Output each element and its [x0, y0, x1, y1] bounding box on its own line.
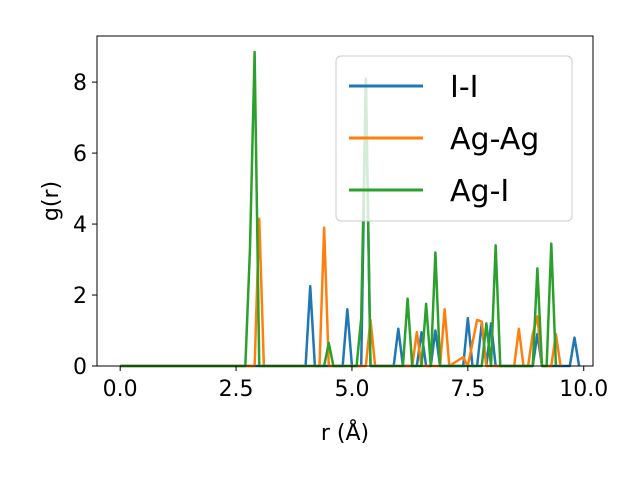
x-axis-label: r (Å) [321, 419, 369, 446]
x-tick-label: 10.0 [559, 377, 608, 402]
legend-label-2: Ag-I [450, 174, 509, 209]
y-axis: 0 2 4 6 8 [73, 71, 97, 380]
plot-frame [96, 35, 594, 367]
x-tick-label: 5.0 [334, 377, 369, 402]
y-tick-label: 8 [73, 71, 87, 96]
y-tick-label: 4 [73, 213, 87, 238]
y-tick-label: 6 [73, 142, 87, 167]
x-axis: 0.0 2.5 5.0 7.5 10.0 [103, 366, 608, 402]
legend: I-I Ag-Ag Ag-I [335, 55, 573, 222]
y-axis-label: g(r) [39, 181, 64, 221]
legend-box [335, 55, 573, 222]
legend-label-0: I-I [450, 70, 479, 105]
legend-label-1: Ag-Ag [450, 122, 539, 157]
y-tick-label: 2 [73, 284, 87, 309]
y-tick-label: 0 [73, 355, 87, 380]
x-tick-label: 2.5 [219, 377, 254, 402]
x-tick-label: 7.5 [450, 377, 485, 402]
x-tick-label: 0.0 [103, 377, 138, 402]
